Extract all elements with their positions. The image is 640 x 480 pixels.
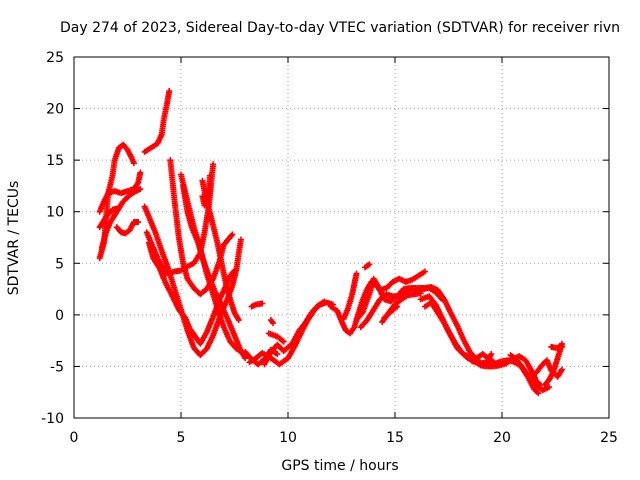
y-tick-label: 25	[46, 50, 64, 66]
data-point	[259, 300, 266, 307]
y-tick-label: 15	[46, 153, 64, 169]
x-tick-label: 10	[279, 430, 297, 446]
data-point	[280, 338, 287, 345]
data-point	[274, 351, 281, 358]
data-point	[235, 317, 242, 324]
data-point	[535, 390, 542, 397]
x-tick-label: 5	[177, 430, 186, 446]
x-tick-label: 0	[70, 430, 79, 446]
x-tick-label: 20	[493, 430, 511, 446]
y-tick-label: 0	[55, 308, 64, 324]
data-point	[137, 169, 144, 176]
data-point	[394, 303, 401, 310]
y-tick-label: 10	[46, 205, 64, 221]
data-point	[166, 88, 173, 95]
data-point	[321, 298, 328, 305]
axis-ticks: 0 5 10 15 20 25 -10 -5 0 5 10 15 20 25	[41, 50, 618, 446]
data-point	[210, 161, 217, 168]
data-point	[130, 160, 137, 167]
data-point	[160, 275, 167, 282]
y-tick-label: -10	[41, 411, 64, 427]
data-point	[135, 219, 142, 226]
data-point	[353, 270, 360, 277]
data-point	[229, 231, 236, 238]
data-point	[558, 340, 565, 347]
data-point	[558, 366, 565, 373]
data-point	[237, 236, 244, 243]
data-point	[417, 290, 424, 297]
x-tick-label: 25	[600, 430, 618, 446]
data-marks	[96, 88, 565, 397]
data-point	[366, 261, 373, 268]
data-point	[231, 267, 238, 274]
chart-title: Day 274 of 2023, Sidereal Day-to-day VTE…	[60, 20, 620, 36]
data-point	[270, 320, 277, 327]
data-point	[488, 351, 495, 358]
y-tick-label: 5	[55, 256, 64, 272]
data-point	[137, 186, 144, 193]
y-tick-label: -5	[50, 359, 64, 375]
x-tick-label: 15	[386, 430, 404, 446]
data-point	[421, 268, 428, 275]
y-axis-title: SDTVAR / TECUs	[6, 181, 22, 296]
data-point	[206, 172, 213, 179]
plot-frame	[73, 56, 610, 419]
y-tick-label: 20	[46, 102, 64, 118]
data-point	[546, 384, 553, 391]
x-axis-title: GPS time / hours	[281, 458, 398, 474]
